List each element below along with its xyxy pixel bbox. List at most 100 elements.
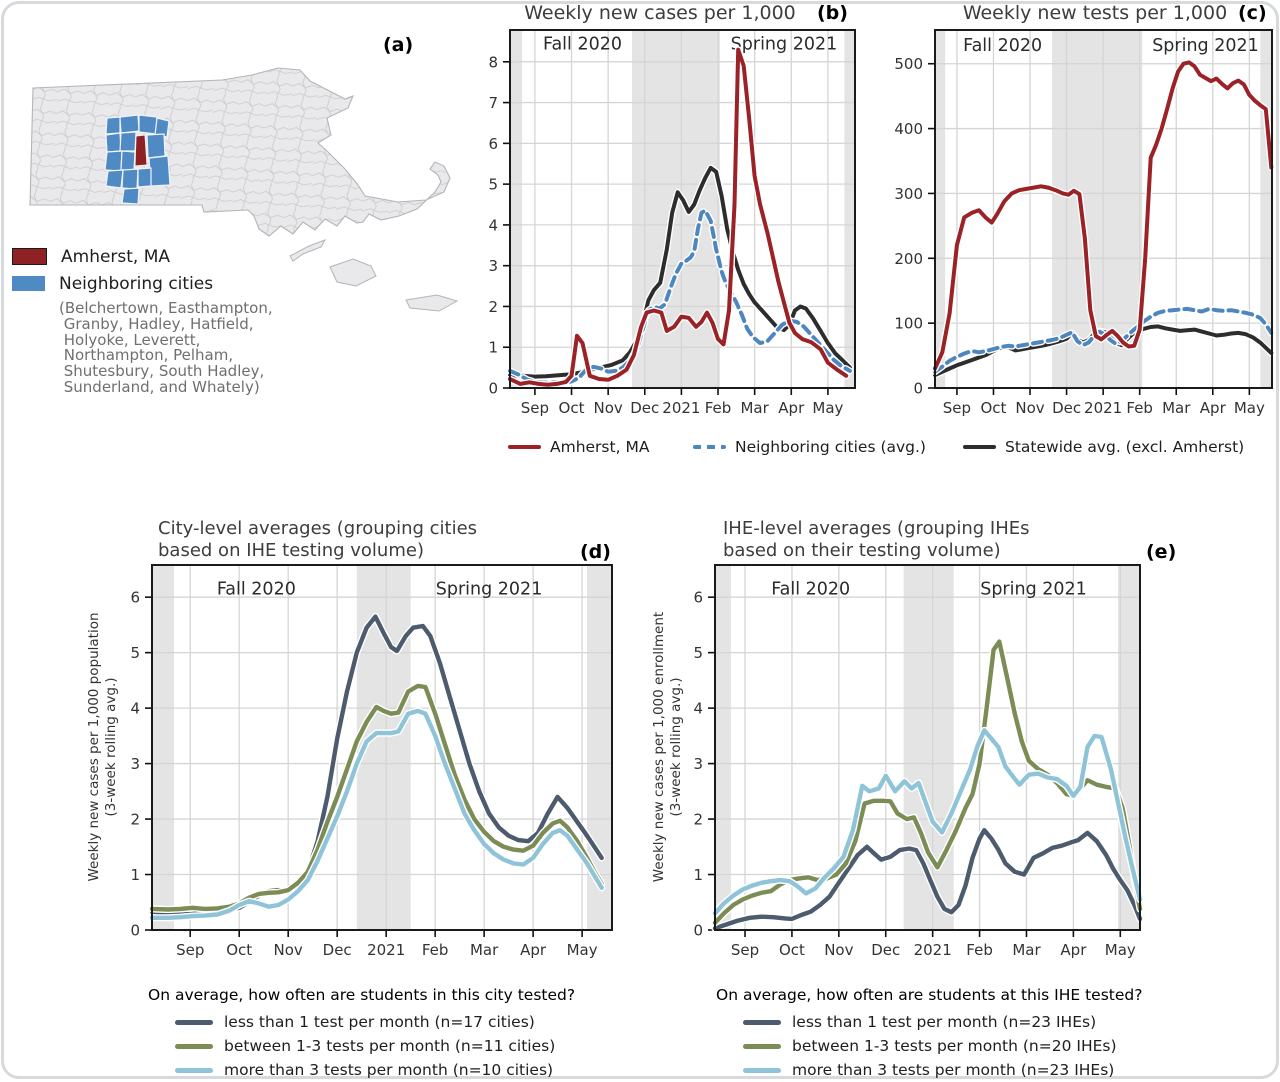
- svg-text:Dec: Dec: [871, 941, 900, 959]
- svg-text:3: 3: [693, 755, 703, 773]
- svg-text:Spring 2021: Spring 2021: [436, 579, 543, 599]
- svg-text:100: 100: [894, 315, 923, 333]
- panel-a-label: (a): [383, 34, 414, 56]
- svg-text:1: 1: [488, 339, 498, 357]
- svg-text:3: 3: [488, 257, 498, 275]
- svg-text:Feb: Feb: [1126, 399, 1153, 417]
- map-legend-amherst: Amherst, MA: [12, 243, 312, 270]
- legend-title: On average, how often are students at th…: [716, 986, 1143, 1004]
- legend-ihe-testing: On average, how often are students at th…: [716, 986, 1142, 1082]
- neighboring-cities-polygons: [104, 114, 171, 205]
- svg-text:2021: 2021: [367, 941, 405, 959]
- svg-text:Mar: Mar: [1162, 399, 1191, 417]
- series-less-than-1-test-per-month-n-23-ihes-: [712, 828, 1143, 931]
- nantucket-island: [405, 294, 459, 312]
- svg-text:6: 6: [130, 589, 140, 607]
- map-legend-neighbors: Neighboring cities: [12, 270, 312, 297]
- svg-text:Apr: Apr: [1200, 399, 1227, 417]
- svg-text:Oct: Oct: [981, 399, 1007, 417]
- svg-text:Mar: Mar: [470, 941, 499, 959]
- svg-text:May: May: [812, 399, 843, 417]
- neighbors-city-list: (Belchertown, Easthampton, Granby, Hadle…: [59, 299, 273, 396]
- svg-text:2: 2: [693, 811, 703, 829]
- svg-text:Feb: Feb: [422, 941, 449, 959]
- marthas-vineyard-island: [329, 258, 377, 287]
- green-line-swatch: [175, 1043, 213, 1049]
- svg-text:7: 7: [488, 94, 498, 112]
- svg-text:0: 0: [130, 922, 140, 940]
- legend-label: less than 1 test per month (n=17 cities): [224, 1013, 535, 1031]
- svg-text:Oct: Oct: [226, 941, 252, 959]
- legend-label: Amherst, MA: [550, 438, 650, 456]
- svg-text:0: 0: [488, 380, 498, 398]
- svg-text:May: May: [567, 941, 598, 959]
- svg-text:2: 2: [488, 298, 498, 316]
- dark-line-swatch: [175, 1019, 213, 1025]
- legend-item-statewide: Statewide avg. (excl. Amherst): [963, 438, 1244, 456]
- legend-label: between 1-3 tests per month (n=11 cities…: [224, 1037, 556, 1055]
- series-amherst-ma: [508, 47, 849, 387]
- svg-text:Sep: Sep: [521, 399, 549, 417]
- legend-label: Neighboring cities (avg.): [735, 438, 926, 456]
- svg-text:Dec: Dec: [1052, 399, 1081, 417]
- svg-text:Sep: Sep: [176, 941, 204, 959]
- green-line-swatch: [743, 1043, 781, 1049]
- svg-text:4: 4: [693, 700, 703, 718]
- svg-text:1: 1: [130, 866, 140, 884]
- legend-item: between 1-3 tests per month (n=20 IHEs): [743, 1034, 1142, 1058]
- chart-e-title: IHE-level averages (grouping IHEs based …: [723, 518, 1030, 561]
- svg-text:May: May: [1234, 399, 1265, 417]
- svg-text:Mar: Mar: [1012, 941, 1041, 959]
- svg-text:8: 8: [488, 53, 498, 71]
- series-neighboring-cities-avg-: [933, 306, 1274, 374]
- chart-d-title: City-level averages (grouping cities bas…: [158, 518, 478, 561]
- legend-item-neighboring: Neighboring cities (avg.): [693, 438, 926, 456]
- amherst-polygon: [134, 134, 148, 167]
- legend-label: less than 1 test per month (n=23 IHEs): [792, 1013, 1097, 1031]
- elizabeth-islands: [289, 239, 327, 262]
- legend-city-testing: On average, how often are students in th…: [148, 986, 575, 1082]
- chart-b: Sep Oct Nov Dec 2021 Feb Mar Apr May 0 1 2 3 4 5 6 7 8 Fal…: [488, 29, 856, 417]
- svg-text:Dec: Dec: [630, 399, 659, 417]
- neighboring-line-swatch: [693, 445, 726, 449]
- svg-text:Fall 2020: Fall 2020: [217, 579, 296, 599]
- svg-text:Spring 2021: Spring 2021: [980, 579, 1087, 599]
- neighbors-swatch: [12, 276, 45, 291]
- svg-text:1: 1: [693, 866, 703, 884]
- svg-text:Oct: Oct: [779, 941, 805, 959]
- svg-text:4: 4: [130, 700, 140, 718]
- legend-item-amherst: Amherst, MA: [508, 438, 649, 456]
- chart-c-title: Weekly new tests per 1,000: [962, 2, 1228, 24]
- lightblue-line-swatch: [743, 1067, 781, 1073]
- svg-text:Mar: Mar: [740, 399, 769, 417]
- svg-text:Apr: Apr: [1060, 941, 1087, 959]
- svg-text:Nov: Nov: [1015, 399, 1044, 417]
- legend-label: more than 3 tests per month (n=23 IHEs): [792, 1061, 1115, 1079]
- legend-title: On average, how often are students in th…: [148, 986, 576, 1004]
- svg-text:200: 200: [894, 250, 923, 268]
- neighbors-label: Neighboring cities: [59, 273, 214, 294]
- chart-b-title: Weekly new cases per 1,000: [524, 2, 796, 24]
- svg-text:Fall 2020: Fall 2020: [771, 579, 850, 599]
- svg-text:3: 3: [130, 755, 140, 773]
- svg-text:Fall 2020: Fall 2020: [963, 36, 1042, 56]
- svg-text:4: 4: [488, 216, 498, 234]
- legend-label: Statewide avg. (excl. Amherst): [1005, 438, 1245, 456]
- svg-text:Apr: Apr: [778, 399, 805, 417]
- svg-text:Nov: Nov: [824, 941, 853, 959]
- svg-text:May: May: [1105, 941, 1136, 959]
- town-boundaries: [29, 67, 451, 237]
- lightblue-line-swatch: [175, 1067, 213, 1073]
- svg-text:2: 2: [130, 811, 140, 829]
- svg-text:5: 5: [130, 644, 140, 662]
- svg-text:Nov: Nov: [274, 941, 303, 959]
- svg-text:Spring 2021: Spring 2021: [731, 35, 838, 55]
- series-more-than-3-tests-per-month-n-10-cities-: [149, 708, 604, 920]
- svg-text:400: 400: [894, 120, 923, 138]
- chart-e: Sep Oct Nov Dec 2021 Feb Mar Apr May 0 1 2 3 4 5 6 Fall …: [693, 564, 1144, 959]
- svg-text:6: 6: [488, 135, 498, 153]
- panel-e-label: (e): [1146, 541, 1177, 563]
- amherst-label: Amherst, MA: [61, 246, 171, 267]
- svg-text:Sep: Sep: [943, 399, 971, 417]
- svg-text:0: 0: [913, 380, 923, 398]
